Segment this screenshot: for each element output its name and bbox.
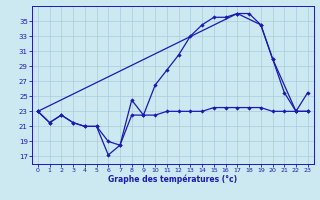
- X-axis label: Graphe des températures (°c): Graphe des températures (°c): [108, 175, 237, 184]
